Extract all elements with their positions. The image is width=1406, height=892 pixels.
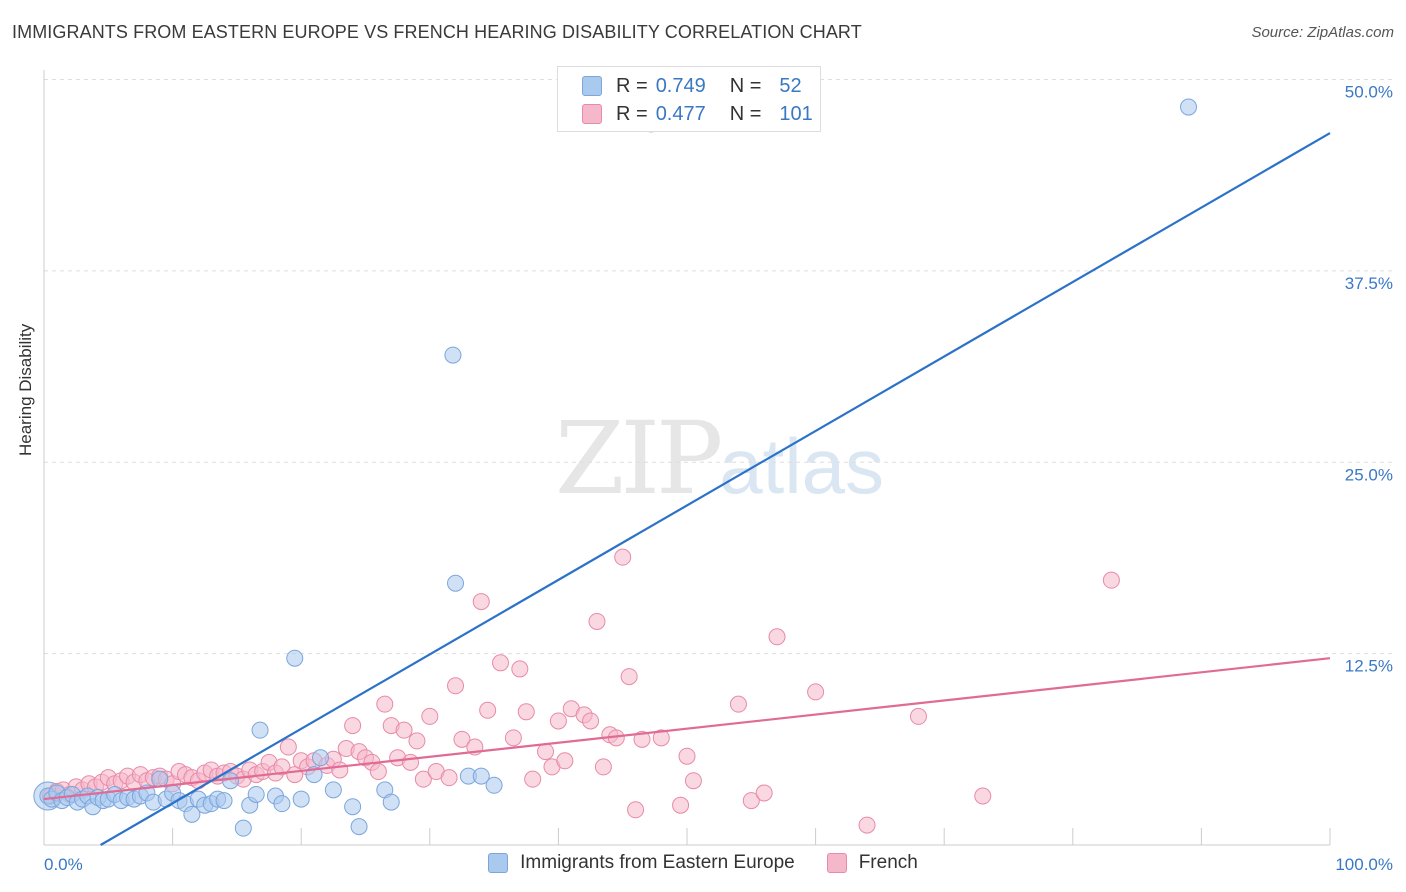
french-point <box>807 683 825 701</box>
legend-label-blue: Immigrants from Eastern Europe <box>520 852 795 873</box>
french-point <box>594 758 612 776</box>
french-point <box>376 695 394 713</box>
french-point <box>414 770 432 788</box>
eastern-europe-point <box>382 793 400 811</box>
french-point <box>421 707 439 725</box>
french-point <box>524 770 542 788</box>
eastern-europe-point <box>183 805 201 823</box>
eastern-europe-point <box>444 346 462 364</box>
french-point <box>504 729 522 747</box>
eastern-europe-point <box>485 776 503 794</box>
french-point <box>678 747 696 765</box>
french-point <box>369 763 387 781</box>
french-point <box>858 816 876 834</box>
eastern-europe-point <box>215 792 233 810</box>
eastern-europe-point <box>472 767 490 785</box>
eastern-europe-point <box>273 795 291 813</box>
french-point <box>344 717 362 735</box>
legend-label-pink: French <box>858 852 918 873</box>
r-label: R = <box>616 102 648 125</box>
french-point <box>273 758 291 776</box>
series-legend-blue: Immigrants from Eastern Europe <box>488 852 795 874</box>
french-point <box>755 784 773 802</box>
eastern-europe-point <box>221 772 239 790</box>
y-tick-label: 50.0% <box>1345 83 1393 102</box>
french-point <box>627 801 645 819</box>
y-tick-label: 25.0% <box>1345 465 1393 484</box>
french-point <box>279 738 297 756</box>
stats-legend-row-pink: R = 0.477 N = 101 <box>582 100 819 128</box>
y-tick-label: 37.5% <box>1345 274 1393 293</box>
french-point <box>633 730 651 748</box>
watermark: ZIPatlas <box>555 400 884 517</box>
french-point <box>395 721 413 739</box>
watermark-atlas: atlas <box>719 422 885 510</box>
eastern-europe-point <box>344 798 362 816</box>
watermark-zip: ZIP <box>555 400 723 517</box>
french-point <box>588 612 606 630</box>
french-point <box>472 593 490 611</box>
french-point <box>652 729 670 747</box>
eastern-europe-point <box>286 649 304 667</box>
french-point <box>582 712 600 730</box>
legend-swatch-pink <box>826 853 847 873</box>
french-point <box>684 772 702 790</box>
french-point <box>537 743 555 761</box>
french-point <box>408 732 426 750</box>
eastern-europe-point <box>324 781 342 799</box>
french-point <box>453 730 471 748</box>
stats-legend: R = 0.749 N = 52 R = 0.477 N = 101 <box>557 66 821 132</box>
r-value-blue: 0.749 <box>655 74 706 97</box>
legend-swatch-blue <box>488 853 509 873</box>
french-point <box>742 792 760 810</box>
french-point <box>479 701 497 719</box>
french-point <box>511 660 529 678</box>
french-point <box>768 628 786 646</box>
r-label: R = <box>616 74 648 97</box>
r-value-pink: 0.477 <box>655 102 706 125</box>
series-legend-pink: French <box>826 852 918 874</box>
eastern-europe-trend-line <box>100 132 1331 846</box>
eastern-europe-point <box>1180 98 1198 116</box>
french-point <box>549 712 567 730</box>
french-point <box>517 703 535 721</box>
eastern-europe-point <box>247 785 265 803</box>
french-point <box>974 787 992 805</box>
french-point <box>492 654 510 672</box>
eastern-europe-point <box>292 790 310 808</box>
french-point <box>614 548 632 566</box>
x-tick-label: 100.0% <box>1335 855 1393 874</box>
french-point <box>672 796 690 814</box>
series-legend: Immigrants from Eastern Europe French <box>0 852 1406 874</box>
french-point <box>620 668 638 686</box>
french-trend-line <box>43 657 1331 801</box>
french-point <box>909 707 927 725</box>
n-value-blue: 52 <box>779 74 802 97</box>
eastern-europe-point <box>447 574 465 592</box>
eastern-europe-point <box>251 721 269 739</box>
x-tick-label: 0.0% <box>44 855 83 874</box>
eastern-europe-point <box>350 818 368 836</box>
chart-title: IMMIGRANTS FROM EASTERN EUROPE VS FRENCH… <box>12 22 862 42</box>
y-axis-label: Hearing Disability <box>16 323 35 456</box>
source-label: Source: ZipAtlas.com <box>1251 24 1394 41</box>
n-label: N = <box>729 102 762 125</box>
french-point <box>1102 571 1120 589</box>
french-point <box>440 769 458 787</box>
blue-swatch <box>582 76 602 96</box>
french-point <box>331 761 349 779</box>
french-point <box>402 753 420 771</box>
n-value-pink: 101 <box>779 102 813 125</box>
french-point <box>729 695 747 713</box>
french-point <box>556 752 574 770</box>
pink-swatch <box>582 104 602 124</box>
eastern-europe-point <box>311 749 329 767</box>
french-point <box>447 677 465 695</box>
stats-legend-row-blue: R = 0.749 N = 52 <box>582 72 819 100</box>
y-tick-label: 12.5% <box>1345 657 1393 676</box>
n-label: N = <box>729 74 762 97</box>
eastern-europe-point <box>234 819 252 837</box>
